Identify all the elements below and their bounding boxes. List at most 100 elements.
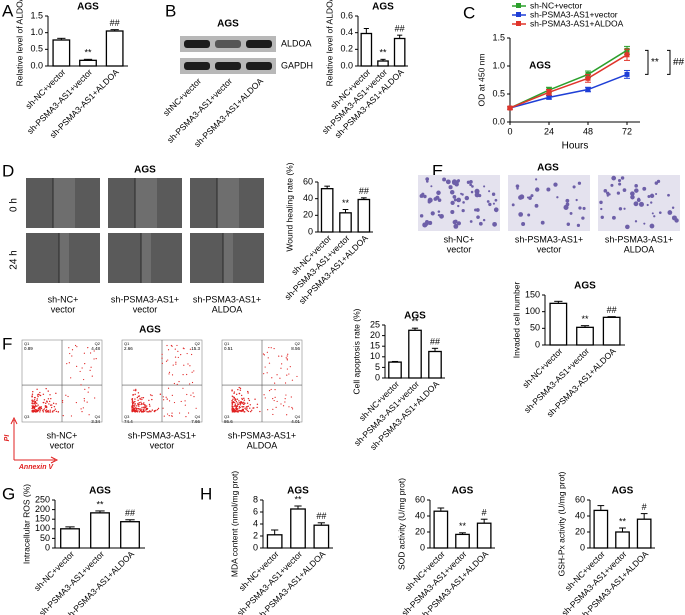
event bbox=[32, 391, 34, 393]
cell bbox=[634, 220, 638, 223]
event bbox=[153, 410, 156, 412]
cell bbox=[471, 185, 474, 188]
event bbox=[68, 347, 70, 349]
cell bbox=[430, 185, 433, 188]
event bbox=[76, 365, 78, 367]
cell bbox=[474, 208, 477, 212]
row-label: 0 h bbox=[9, 198, 20, 212]
bar bbox=[90, 512, 110, 549]
bar bbox=[549, 302, 568, 346]
event bbox=[232, 396, 234, 398]
event bbox=[82, 407, 84, 409]
event bbox=[38, 409, 40, 411]
event bbox=[47, 390, 49, 392]
event bbox=[91, 375, 93, 377]
event bbox=[70, 377, 72, 379]
event bbox=[239, 404, 242, 406]
event bbox=[290, 396, 292, 398]
bar bbox=[455, 533, 470, 549]
cell bbox=[638, 201, 644, 207]
event bbox=[235, 393, 238, 396]
event bbox=[235, 399, 237, 401]
blot-title: AGS bbox=[217, 19, 239, 30]
bar bbox=[60, 528, 80, 549]
cell bbox=[654, 181, 659, 185]
axis-arrow bbox=[10, 416, 59, 464]
cell bbox=[462, 201, 465, 204]
event bbox=[263, 354, 266, 356]
bracket bbox=[645, 49, 649, 75]
line bbox=[509, 73, 628, 109]
cell bbox=[476, 215, 480, 219]
cell bbox=[600, 215, 604, 219]
event bbox=[139, 409, 141, 411]
event bbox=[246, 402, 249, 404]
panel-label: G bbox=[2, 484, 15, 503]
event bbox=[86, 401, 88, 403]
y-tick-label: 25 bbox=[370, 319, 380, 329]
event bbox=[71, 355, 73, 357]
event bbox=[76, 346, 78, 348]
event bbox=[186, 352, 188, 355]
event bbox=[68, 362, 70, 364]
event bbox=[65, 394, 67, 396]
event bbox=[36, 388, 38, 390]
cell bbox=[492, 202, 495, 205]
event bbox=[141, 406, 143, 409]
cell bbox=[436, 190, 441, 196]
event bbox=[55, 392, 57, 395]
event bbox=[238, 400, 240, 402]
y-tick-label: 40 bbox=[303, 193, 313, 203]
error-bar bbox=[294, 505, 302, 509]
event bbox=[51, 404, 53, 406]
cell bbox=[482, 218, 486, 222]
significance: ** bbox=[294, 494, 302, 504]
cell bbox=[667, 210, 673, 215]
event bbox=[191, 353, 193, 356]
event bbox=[236, 398, 239, 400]
cell bbox=[618, 182, 622, 186]
quadrant-value: 2.66 bbox=[124, 346, 133, 351]
column-label: vector bbox=[537, 244, 562, 254]
y-axis-label: Relative level of ALDOA bbox=[14, 0, 24, 86]
event bbox=[49, 411, 52, 413]
cell bbox=[651, 212, 654, 215]
event bbox=[173, 401, 176, 404]
event bbox=[146, 410, 148, 413]
event bbox=[171, 374, 174, 376]
line bbox=[509, 49, 628, 109]
y-tick-label: 0 bbox=[535, 339, 540, 349]
cell bbox=[449, 189, 455, 195]
y-tick-label: 40 bbox=[575, 510, 585, 520]
y-tick-label: 0.5 bbox=[30, 44, 43, 54]
event bbox=[284, 401, 286, 403]
blot-band bbox=[184, 40, 210, 48]
significance: ## bbox=[607, 305, 617, 315]
bar bbox=[428, 350, 442, 379]
event bbox=[270, 347, 272, 349]
y-tick-label: 8 bbox=[253, 494, 258, 504]
y-tick-label: 2 bbox=[253, 530, 258, 540]
event bbox=[262, 353, 265, 355]
cell bbox=[623, 207, 626, 210]
column-label: ALDOA bbox=[212, 304, 243, 314]
event bbox=[234, 398, 236, 400]
event bbox=[32, 403, 34, 405]
event bbox=[240, 394, 243, 397]
band-label: ALDOA bbox=[281, 38, 312, 48]
wound-title: AGS bbox=[134, 165, 156, 176]
cell bbox=[642, 186, 647, 191]
error-bar bbox=[554, 300, 563, 304]
cell bbox=[469, 183, 472, 187]
event bbox=[149, 405, 151, 407]
cell bbox=[450, 210, 455, 215]
cell bbox=[643, 222, 646, 225]
event bbox=[156, 408, 159, 411]
cell bbox=[636, 198, 641, 203]
panel-label: C bbox=[463, 3, 475, 22]
event bbox=[33, 409, 35, 412]
cell bbox=[535, 187, 540, 192]
y-tick-label: 1.0 bbox=[30, 27, 43, 37]
cell bbox=[456, 221, 461, 226]
cell bbox=[646, 203, 649, 207]
